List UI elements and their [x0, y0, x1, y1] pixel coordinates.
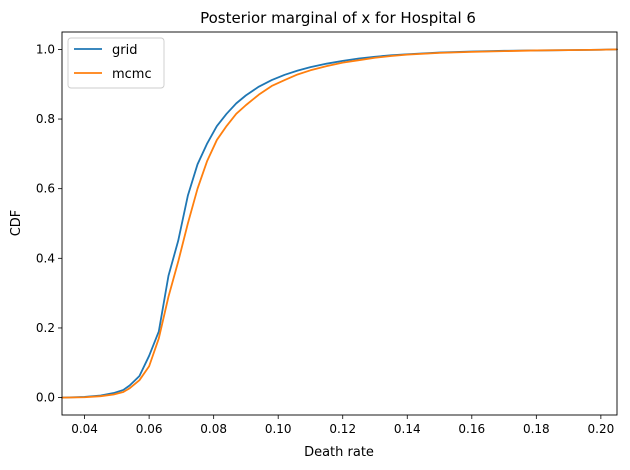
series-line-mcmc [61, 48, 618, 399]
y-tick-label: 0.2 [36, 321, 55, 335]
x-tick-label: 0.06 [136, 422, 163, 436]
y-tick-label: 0.6 [36, 182, 55, 196]
x-tick-label: 0.12 [329, 422, 356, 436]
y-tick-label: 0.8 [36, 112, 55, 126]
y-tick-label: 0.0 [36, 391, 55, 405]
chart-title: Posterior marginal of x for Hospital 6 [200, 9, 476, 27]
x-tick-label: 0.20 [588, 422, 615, 436]
legend-label-grid: grid [112, 43, 137, 58]
x-axis: 0.04 0.06 0.08 0.10 0.12 0.14 0.16 0.18 0.20 [71, 415, 614, 436]
series-layer [61, 48, 618, 399]
legend: grid mcmc [67, 37, 165, 89]
plot-area [61, 31, 618, 416]
x-tick-label: 0.04 [71, 422, 98, 436]
plot-frame [61, 31, 618, 416]
legend-label-mcmc: mcmc [112, 67, 152, 82]
y-axis: 0.0 0.2 0.4 0.6 0.8 1.0 [36, 42, 62, 405]
x-tick-label: 0.16 [458, 422, 485, 436]
x-tick-label: 0.18 [523, 422, 550, 436]
y-axis-label: CDF [9, 210, 24, 237]
x-tick-label: 0.14 [394, 422, 421, 436]
x-axis-label: Death rate [304, 445, 374, 460]
legend-box [67, 37, 165, 89]
y-tick-label: 1.0 [36, 42, 55, 56]
x-tick-label: 0.08 [200, 422, 227, 436]
y-tick-label: 0.4 [36, 251, 55, 265]
x-tick-label: 0.10 [265, 422, 292, 436]
